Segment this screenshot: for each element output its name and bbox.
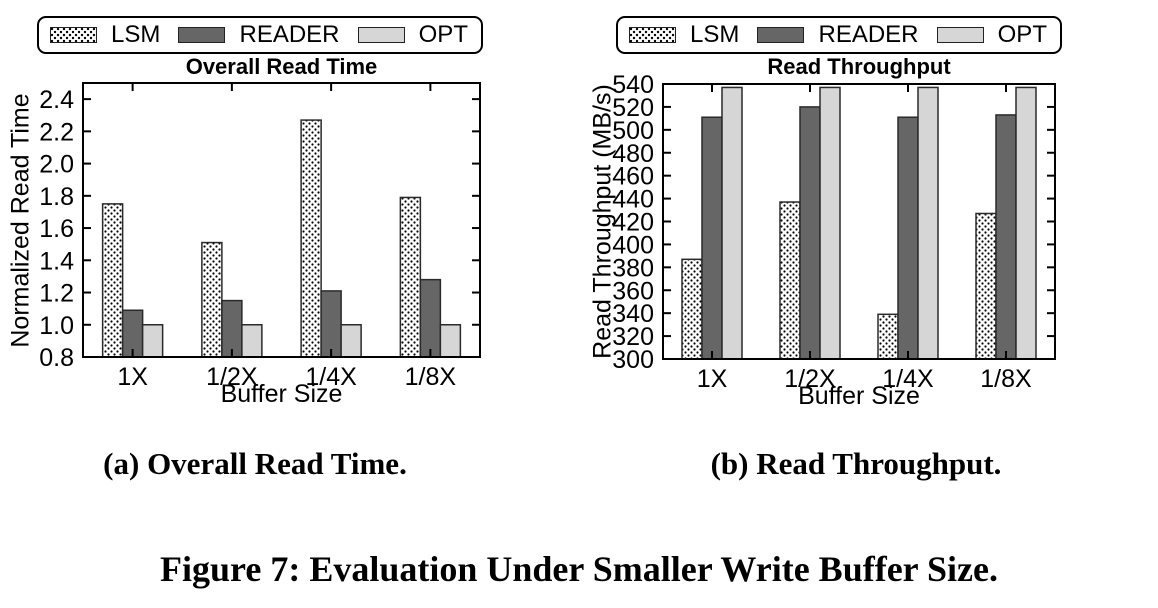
legend-entry-opt: OPT: [936, 21, 1047, 48]
x-tick-label: 1/8X: [405, 363, 457, 391]
bar-reader-1/2X: [799, 106, 821, 360]
legend-label-lsm: LSM: [690, 21, 740, 48]
y-tick-label: 520: [612, 94, 654, 122]
y-tick-label: 1.0: [39, 312, 74, 340]
reader-swatch-icon: [178, 27, 226, 43]
bar-opt-1/8X: [1015, 86, 1037, 360]
bar-reader-1/4X: [897, 116, 919, 360]
x-tick-label: 1/4X: [882, 365, 934, 393]
legend-entry-lsm: LSM: [629, 23, 739, 47]
x-tick-label: 1X: [117, 363, 148, 391]
y-tick-label: 460: [612, 163, 654, 191]
y-tick-label: 2.4: [39, 86, 74, 114]
subfigure-a: LSM READER OPT Overall Read Time Normali…: [0, 0, 579, 481]
legend-entry-reader: READER: [757, 21, 919, 48]
bar-opt-1X: [721, 86, 743, 360]
y-tick-label: 420: [612, 209, 654, 237]
y-tick-label: 540: [612, 71, 654, 99]
subcaption-b: (b) Read Throughput.: [710, 446, 1002, 481]
x-tick-label: 1/8X: [980, 365, 1032, 393]
y-tick-label: 2.2: [39, 118, 74, 146]
legend-entry-reader: READER: [178, 21, 340, 48]
opt-swatch-icon: [357, 27, 405, 43]
x-tick-label: 1/2X: [206, 363, 258, 391]
y-tick-label: 1.8: [39, 183, 74, 211]
bar-lsm-1/8X: [975, 212, 997, 360]
x-tick-label: 1/4X: [305, 363, 357, 391]
bar-opt-1/2X: [241, 324, 263, 358]
bar-opt-1/4X: [340, 324, 362, 358]
bar-lsm-1X: [681, 258, 703, 360]
x-axis-label-a: Buffer Size: [220, 380, 343, 408]
bar-opt-1X: [141, 324, 164, 358]
y-tick-label: 320: [612, 323, 654, 351]
legend-entry-opt: OPT: [357, 21, 468, 48]
x-axis-label-b: Buffer Size: [798, 382, 920, 410]
opt-swatch-icon: [936, 27, 984, 43]
y-tick-label: 400: [612, 231, 654, 259]
figure-caption: Figure 7: Evaluation Under Smaller Write…: [160, 549, 998, 589]
y-tick-label: 0.8: [39, 344, 74, 372]
x-tick-label: 1X: [697, 365, 728, 393]
y-tick-label: 440: [612, 186, 654, 214]
y-tick-label: 360: [612, 277, 654, 305]
y-tick-label: 300: [612, 346, 654, 374]
legend-label-lsm: LSM: [111, 21, 161, 48]
bar-lsm-1/4X: [877, 313, 899, 360]
legend-label-opt: OPT: [418, 21, 468, 48]
bar-lsm-1/4X: [300, 119, 322, 358]
bar-lsm-1/2X: [779, 201, 801, 360]
bar-lsm-1X: [101, 203, 124, 358]
bar-opt-1/4X: [917, 86, 939, 360]
y-tick-label: 340: [612, 300, 654, 328]
y-tick-label: 1.6: [39, 215, 74, 243]
legend-entry-lsm: LSM: [50, 23, 160, 47]
legend-label-reader: READER: [818, 21, 919, 48]
y-tick-label: 2.0: [39, 151, 74, 179]
chart-title-b: Read Throughput: [767, 54, 951, 79]
lsm-swatch-icon: [629, 27, 676, 43]
lsm-swatch-icon: [50, 27, 97, 43]
bar-lsm-1/8X: [399, 196, 422, 358]
bar-opt-1/8X: [439, 324, 462, 358]
x-tick-label: 1/2X: [784, 365, 836, 393]
legend-label-opt: OPT: [997, 21, 1047, 48]
subcaption-a: (a) Overall Read Time.: [103, 446, 407, 481]
bar-reader-1X: [701, 116, 723, 360]
legend-b: LSM READER OPT: [616, 16, 1062, 54]
bar-reader-1/4X: [320, 290, 342, 358]
y-tick-label: 500: [612, 117, 654, 145]
legend-label-reader: READER: [239, 21, 340, 48]
bar-reader-1/8X: [419, 278, 442, 358]
plot-frame: [82, 82, 481, 358]
y-tick-label: 380: [612, 254, 654, 282]
y-tick-label: 480: [612, 140, 654, 168]
reader-swatch-icon: [757, 27, 805, 43]
y-tick-label: 1.2: [39, 280, 74, 308]
subfigure-b: LSM READER OPT Read Throughput Read Thro…: [579, 0, 1158, 481]
bar-lsm-1/2X: [201, 241, 223, 358]
plot-frame: [662, 83, 1056, 360]
bar-reader-1/2X: [221, 299, 243, 358]
chart-title-a: Overall Read Time: [185, 54, 378, 79]
bar-opt-1/2X: [819, 86, 841, 360]
read-time-chart: 1X 1/2X 1/4X 1/8X 0.8 1.0 1.2 1.4 1.6 1.8 2.0 2.2 2.…: [39, 82, 481, 391]
y-tick-label: 1.4: [39, 247, 74, 275]
y-axis-label-a: Normalized Read Time: [6, 93, 35, 348]
throughput-chart: 1X 1/2X 1/4X 1/8X 30032034036038040042044046…: [612, 71, 1056, 393]
legend-a: LSM READER OPT: [37, 16, 483, 54]
bar-reader-1/8X: [995, 114, 1017, 360]
